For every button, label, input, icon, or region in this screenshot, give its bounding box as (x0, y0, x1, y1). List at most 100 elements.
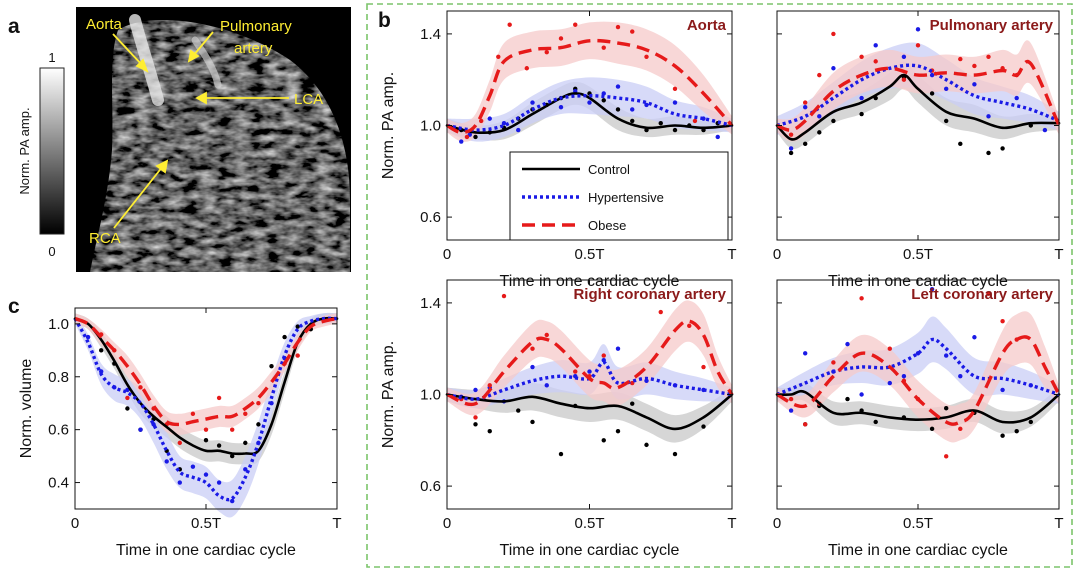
point-control (817, 130, 822, 135)
point-hypertensive (788, 146, 794, 151)
legend-label-control: Control (588, 162, 630, 177)
point-obese (558, 36, 564, 41)
point-obese (615, 24, 621, 30)
point-obese (573, 22, 578, 27)
point-hypertensive (203, 472, 209, 477)
point-obese (817, 72, 822, 78)
point-control (295, 324, 300, 329)
y-tick-label: 0.4 (48, 475, 69, 492)
point-hypertensive (901, 373, 907, 379)
point-obese (295, 353, 300, 358)
point-control (1000, 146, 1005, 151)
point-obese (803, 422, 808, 427)
point-hypertensive (672, 100, 678, 105)
point-control (487, 428, 492, 434)
point-obese (701, 364, 706, 370)
point-control (530, 419, 535, 425)
point-hypertensive (715, 134, 720, 140)
point-control (845, 396, 850, 402)
point-hypertensive (230, 498, 235, 504)
point-control (282, 334, 287, 340)
line-control (73, 316, 339, 456)
arrow-aorta-head (135, 58, 149, 73)
point-obese (958, 56, 963, 62)
aorta-vessel (129, 14, 164, 106)
point-control (615, 107, 621, 112)
line-hypertensive (446, 360, 733, 401)
point-control (944, 406, 949, 411)
point-obese (203, 427, 209, 432)
arrow-aorta (112, 33, 144, 67)
point-obese (524, 66, 529, 71)
x-tick-label: 0.5T (574, 515, 604, 532)
point-hypertensive (601, 91, 606, 96)
point-hypertensive (929, 286, 935, 292)
point-control (473, 422, 478, 427)
point-control (958, 141, 963, 147)
point-obese (573, 369, 578, 374)
point-obese (190, 411, 196, 416)
label-rca: RCA (89, 230, 121, 247)
band-obese (777, 40, 1059, 142)
point-hypertensive (831, 66, 836, 71)
point-hypertensive (887, 380, 892, 386)
point-obese (479, 118, 484, 124)
colorbar-min-label: 0 (48, 244, 55, 259)
y-tick-label: 1.0 (420, 118, 441, 135)
point-hypertensive (788, 408, 794, 413)
point-hypertensive (615, 84, 621, 89)
point-control (1014, 428, 1019, 434)
y-axis-label: Norm. PA amp. (380, 72, 397, 179)
point-hypertensive (873, 43, 878, 48)
point-control (1000, 433, 1005, 438)
y-tick-label: 0.6 (420, 478, 441, 495)
point-control (230, 453, 235, 459)
point-obese (672, 86, 678, 92)
point-hypertensive (986, 114, 991, 119)
x-tick-label: 0 (443, 246, 451, 263)
point-hypertensive (859, 392, 864, 397)
chart-title: Right coronary artery (573, 286, 726, 303)
chart-title: Aorta (687, 17, 727, 34)
point-obese (1000, 319, 1005, 324)
point-control (658, 121, 663, 126)
arrow-pulmonary (192, 31, 214, 57)
point-obese (216, 395, 222, 401)
point-hypertensive (544, 383, 549, 388)
point-obese (501, 293, 507, 299)
point-obese (831, 360, 836, 365)
point-obese (125, 395, 130, 401)
colorbar: 1 0 Norm. PA amp. (17, 50, 65, 259)
point-hypertensive (459, 139, 464, 144)
y-axis-label: Norm. volume (18, 359, 35, 459)
label-lca: LCA (294, 91, 323, 108)
point-obese (530, 346, 535, 351)
colorbar-title: Norm. PA amp. (17, 107, 32, 194)
point-control (125, 406, 130, 411)
x-axis-label: Time in one cardiac cycle (828, 542, 1008, 559)
point-control (701, 424, 706, 429)
point-obese (630, 29, 635, 34)
y-tick-label: 0.6 (420, 209, 441, 226)
legend-label-hypertensive: Hypertensive (588, 190, 664, 205)
point-control (269, 363, 274, 369)
point-obese (230, 427, 235, 432)
point-control (601, 98, 606, 103)
point-obese (138, 385, 143, 390)
line-hypertensive (73, 316, 338, 502)
point-hypertensive (1000, 387, 1005, 393)
point-control (630, 118, 635, 124)
point-obese (601, 353, 606, 358)
x-tick-label: T (1054, 515, 1063, 532)
x-axis-label: Time in one cardiac cycle (116, 542, 296, 559)
x-tick-label: T (727, 246, 736, 263)
arrow-pulmonary-head (187, 49, 200, 63)
point-obese (256, 401, 261, 406)
point-obese (859, 54, 864, 59)
point-control (99, 348, 104, 353)
point-hypertensive (915, 27, 921, 32)
line-obese (74, 316, 338, 427)
point-hypertensive (972, 82, 977, 87)
point-hypertensive (1014, 95, 1019, 101)
point-obese (630, 380, 635, 386)
